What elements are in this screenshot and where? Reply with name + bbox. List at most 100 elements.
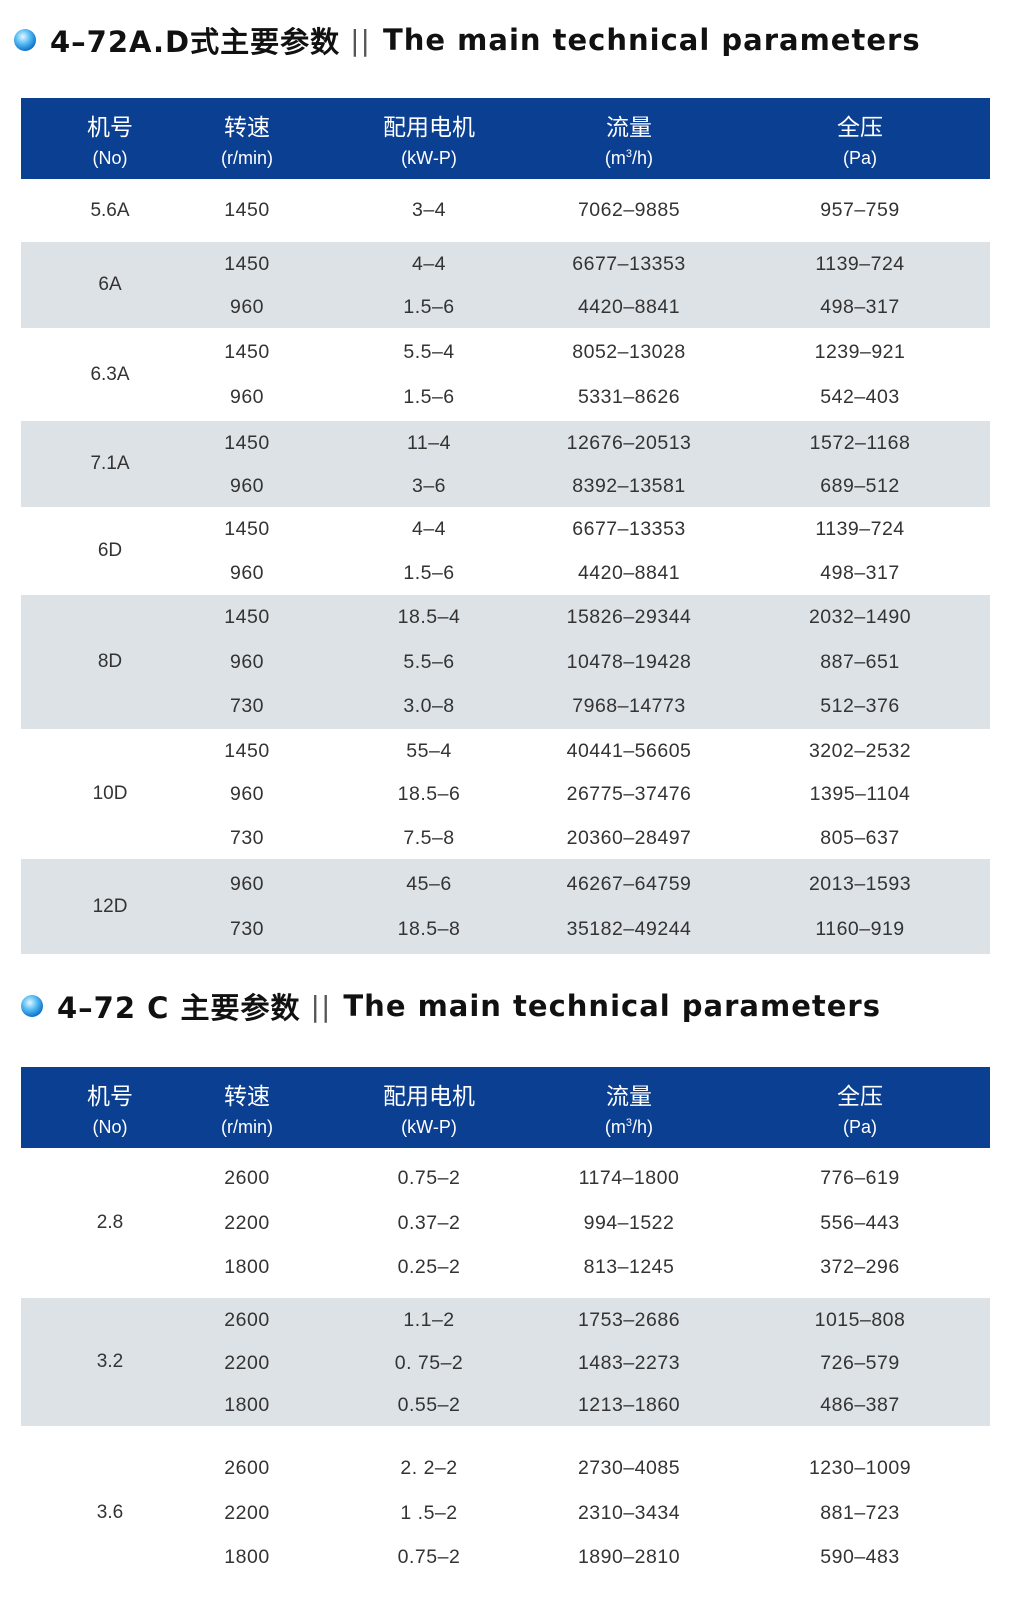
flow-cell: 5331–8626 — [577, 385, 681, 408]
title-cn: 4–72 C 主要参数 — [57, 991, 301, 1025]
parameters-table-c: 机号 (No) 转速 (r/min) 配用电机 (kW-P) 流量 (m3/h) 全压 (Pa) 2… — [21, 1067, 990, 1600]
table-row: 1800 0.75–2 1890–2810 590–483 — [21, 1535, 990, 1580]
header-en: (Pa) — [842, 1117, 877, 1137]
motor-cell: 55–4 — [406, 740, 452, 762]
table-row: 1450 4–4 6677–13353 1139–724 — [21, 507, 990, 551]
header-cell: 配用电机 (kW-P) — [329, 98, 529, 179]
pressure-cell: 1572–1168 — [809, 432, 911, 454]
speed-cell: 1450 — [224, 432, 270, 454]
flow-cell: 1483–2273 — [577, 1351, 681, 1374]
motor-cell: 18.5–8 — [397, 917, 461, 940]
motor-cell: 4–4 — [411, 518, 447, 540]
motor-cell: 5.5–6 — [403, 650, 455, 673]
header-cell: 转速 (r/min) — [147, 98, 347, 179]
table-group: 6.3A 1450 5.5–4 8052–13028 1239–921 960 1.5–6 5… — [21, 328, 990, 421]
speed-cell: 730 — [229, 917, 265, 940]
flow-cell: 20360–28497 — [566, 826, 692, 849]
model-number: 3.2 — [96, 1351, 124, 1372]
speed-cell: 1450 — [224, 606, 270, 629]
motor-cell: 11–4 — [407, 432, 451, 454]
table-row: 2600 0.75–2 1174–1800 776–619 — [21, 1156, 990, 1201]
table-group: 3.6 2600 2. 2–2 2730–4085 1230–1009 2200 1 .5–… — [21, 1426, 990, 1600]
table-row: 2200 1 .5–2 2310–3434 881–723 — [21, 1491, 990, 1536]
table-row: 960 18.5–6 26775–37476 1395–1104 — [21, 772, 990, 815]
pressure-cell: 556–443 — [820, 1211, 900, 1234]
header-en: (kW-P) — [401, 148, 457, 168]
pressure-cell: 512–376 — [820, 695, 900, 718]
table-row: 960 1.5–6 4420–8841 498–317 — [21, 551, 990, 595]
flow-cell: 994–1522 — [583, 1211, 675, 1234]
pressure-cell: 372–296 — [820, 1256, 900, 1279]
table-header: 机号 (No) 转速 (r/min) 配用电机 (kW-P) 流量 (m3/h) 全压 (Pa) — [21, 98, 990, 179]
pressure-cell: 957–759 — [820, 199, 900, 222]
flow-cell: 2310–3434 — [577, 1501, 681, 1524]
model-number: 12D — [92, 895, 128, 917]
table-row: 2200 0. 75–2 1483–2273 726–579 — [21, 1341, 990, 1384]
pressure-cell: 1239–921 — [814, 340, 906, 363]
title-separator: || — [350, 23, 371, 57]
pressure-cell: 2013–1593 — [808, 872, 912, 895]
speed-cell: 960 — [229, 562, 265, 584]
motor-cell: 45–6 — [406, 872, 452, 895]
table-header: 机号 (No) 转速 (r/min) 配用电机 (kW-P) 流量 (m3/h) 全压 (Pa) — [21, 1067, 990, 1148]
speed-cell: 2200 — [224, 1501, 270, 1524]
motor-cell: 2. 2–2 — [400, 1457, 458, 1480]
table-row: 1450 18.5–4 15826–29344 2032–1490 — [21, 595, 990, 640]
motor-cell: 1.1–2 — [403, 1309, 455, 1331]
model-number: 6A — [98, 274, 122, 295]
flow-cell: 4420–8841 — [577, 562, 681, 584]
flow-cell: 6677–13353 — [572, 253, 686, 275]
motor-cell: 7.5–8 — [403, 826, 455, 849]
speed-cell: 730 — [229, 695, 265, 718]
header-en: (r/min) — [221, 1117, 273, 1137]
flow-cell: 1213–1860 — [577, 1394, 681, 1417]
table-group: 3.2 2600 1.1–2 1753–2686 1015–808 2200 0. 75–2… — [21, 1298, 990, 1426]
flow-cell: 1174–1800 — [578, 1167, 680, 1190]
pressure-cell: 881–723 — [820, 1501, 900, 1524]
speed-cell: 960 — [229, 475, 265, 497]
table-group: 7.1A 1450 11–4 12676–20513 1572–1168 960 3–6 83… — [21, 421, 990, 507]
model-number: 8D — [97, 651, 123, 672]
pressure-cell: 1160–919 — [815, 917, 905, 940]
pressure-cell: 689–512 — [820, 475, 900, 497]
table-row: 1450 5.5–4 8052–13028 1239–921 — [21, 330, 990, 375]
header-cn: 全压 — [837, 1084, 883, 1110]
table-row: 1450 55–4 40441–56605 3202–2532 — [21, 729, 990, 772]
table-row: 2600 1.1–2 1753–2686 1015–808 — [21, 1298, 990, 1341]
speed-cell: 960 — [229, 783, 265, 806]
bullet-icon — [14, 29, 36, 51]
speed-cell: 960 — [229, 872, 265, 895]
header-cell: 全压 (Pa) — [760, 1067, 960, 1148]
speed-cell: 1800 — [224, 1394, 270, 1417]
speed-cell: 2200 — [224, 1351, 270, 1374]
pressure-cell: 3202–2532 — [808, 740, 912, 762]
motor-cell: 1.5–6 — [403, 385, 455, 408]
model-number: 3.6 — [96, 1502, 124, 1523]
flow-cell: 1753–2686 — [577, 1309, 681, 1331]
motor-cell: 1.5–6 — [403, 562, 455, 584]
table-row: 1450 4–4 6677–13353 1139–724 — [21, 242, 990, 285]
table-row: 960 1.5–6 4420–8841 498–317 — [21, 285, 990, 328]
table-row: 730 18.5–8 35182–49244 1160–919 — [21, 907, 990, 952]
pressure-cell: 1015–808 — [814, 1309, 906, 1331]
speed-cell: 960 — [229, 296, 265, 318]
table-group: 2.8 2600 0.75–2 1174–1800 776–619 2200 0.37–2 9… — [21, 1148, 990, 1298]
flow-cell: 12676–20513 — [566, 432, 692, 454]
speed-cell: 1450 — [224, 253, 270, 275]
speed-cell: 1450 — [224, 340, 270, 363]
pressure-cell: 776–619 — [820, 1167, 900, 1190]
pressure-cell: 1139–724 — [815, 253, 905, 275]
table-row: 1450 11–4 12676–20513 1572–1168 — [21, 421, 990, 464]
speed-cell: 960 — [229, 385, 265, 408]
header-cn: 机号 — [87, 1084, 133, 1110]
pressure-cell: 486–387 — [820, 1394, 900, 1417]
model-number: 2.8 — [96, 1212, 124, 1233]
table-row: 730 7.5–8 20360–28497 805–637 — [21, 816, 990, 859]
motor-cell: 3.0–8 — [403, 695, 455, 718]
table-row: 960 5.5–6 10478–19428 887–651 — [21, 640, 990, 685]
header-en: (m3/h) — [604, 1117, 654, 1137]
header-cell: 配用电机 (kW-P) — [329, 1067, 529, 1148]
flow-cell: 1890–2810 — [577, 1546, 681, 1569]
pressure-cell: 498–317 — [820, 296, 900, 318]
header-cn: 机号 — [87, 115, 133, 141]
